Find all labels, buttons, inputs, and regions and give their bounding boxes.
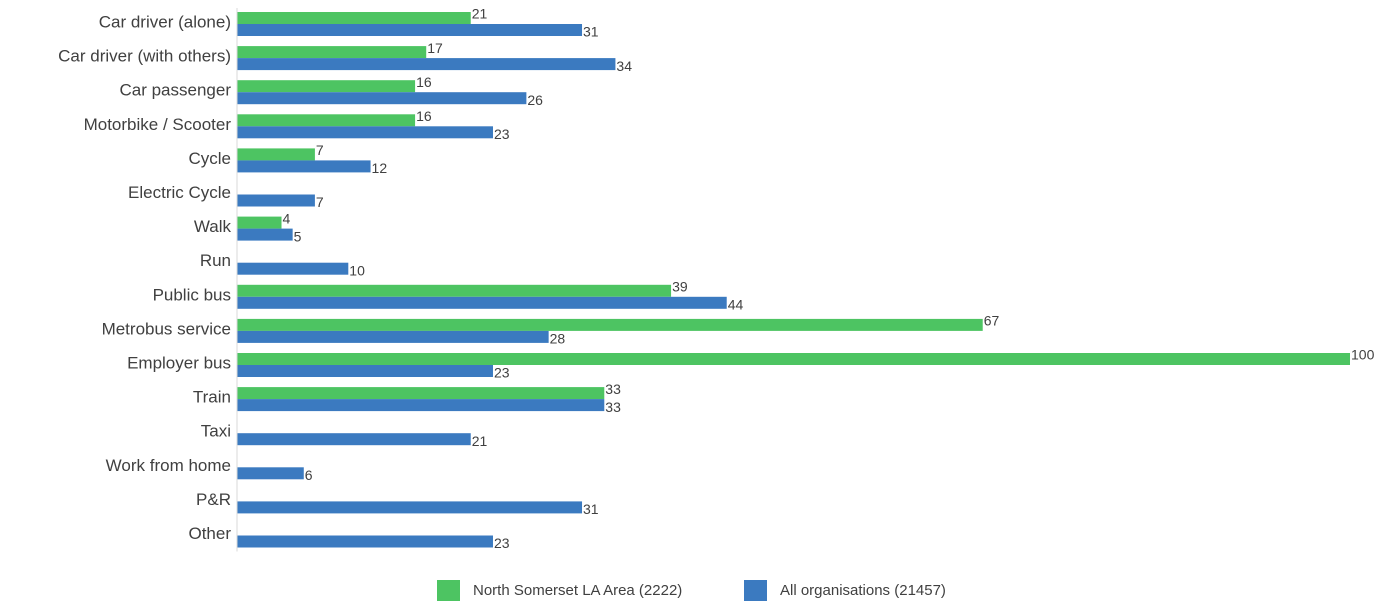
bar [237, 114, 416, 127]
value-label: 23 [494, 126, 510, 142]
value-label: 33 [605, 381, 621, 397]
category-label: Taxi [201, 422, 231, 441]
value-label: 5 [294, 228, 302, 244]
value-label: 7 [316, 194, 324, 210]
value-label: 6 [305, 467, 313, 483]
legend-swatch [744, 580, 767, 601]
category-label: Train [193, 388, 231, 407]
category-label: Car passenger [119, 81, 231, 100]
bar [237, 318, 983, 331]
bar [237, 216, 282, 229]
category-label: Walk [194, 217, 232, 236]
bar [237, 535, 493, 548]
value-label: 67 [984, 313, 1000, 329]
bar [237, 24, 583, 36]
category-label: Car driver (with others) [58, 47, 231, 66]
value-label: 16 [416, 74, 432, 90]
bar [237, 46, 427, 59]
bar [237, 284, 672, 297]
value-label: 31 [583, 24, 599, 40]
bar [237, 501, 583, 514]
bar [237, 148, 315, 161]
value-label: 17 [427, 40, 443, 56]
bar [237, 387, 605, 400]
bar [237, 262, 349, 275]
value-label: 28 [550, 331, 566, 347]
bar [237, 433, 471, 446]
bar [237, 353, 1350, 365]
bar [237, 12, 471, 24]
category-label: Car driver (alone) [99, 12, 231, 31]
value-label: 26 [527, 92, 543, 108]
legend-swatch [437, 580, 460, 601]
value-label: 39 [672, 279, 688, 295]
legend-label: North Somerset LA Area (2222) [473, 582, 682, 599]
value-label: 31 [583, 501, 599, 517]
value-label: 7 [316, 142, 324, 158]
value-label: 33 [605, 399, 621, 415]
bar [237, 80, 416, 93]
bar [237, 228, 293, 241]
value-label: 44 [728, 297, 744, 313]
category-label: Electric Cycle [128, 183, 231, 202]
bar [237, 365, 493, 377]
bar [237, 296, 727, 309]
bar [237, 399, 605, 412]
value-label: 10 [349, 262, 365, 278]
value-label: 4 [283, 210, 291, 226]
category-label: Work from home [106, 456, 231, 475]
legend-label: All organisations (21457) [780, 582, 946, 599]
category-label: Cycle [188, 149, 231, 168]
value-label: 100 [1351, 347, 1375, 363]
value-label: 12 [372, 160, 388, 176]
category-label: Metrobus service [102, 319, 231, 338]
bar [237, 160, 371, 173]
category-label: P&R [196, 490, 231, 509]
bar [237, 467, 304, 480]
category-label: Employer bus [127, 353, 231, 372]
category-label: Motorbike / Scooter [84, 115, 232, 134]
bar [237, 92, 527, 105]
value-label: 34 [616, 58, 632, 74]
bar [237, 330, 549, 343]
category-label: Run [200, 251, 231, 270]
value-label: 21 [472, 6, 488, 22]
bar [237, 126, 493, 139]
value-label: 23 [494, 365, 510, 381]
category-label: Public bus [153, 285, 231, 304]
category-label: Other [188, 524, 231, 543]
bar [237, 194, 315, 207]
value-label: 21 [472, 433, 488, 449]
value-label: 23 [494, 535, 510, 551]
value-label: 16 [416, 108, 432, 124]
bar [237, 58, 616, 71]
